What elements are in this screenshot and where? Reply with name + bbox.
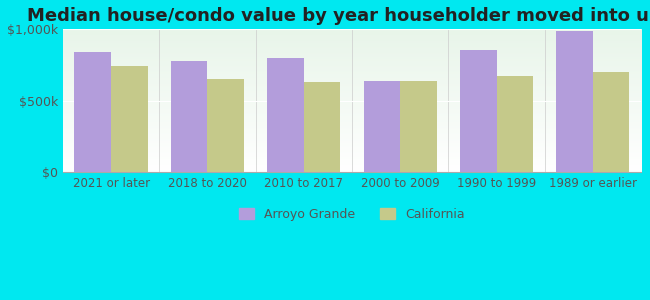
Bar	[400, 82, 437, 172]
Bar	[460, 50, 497, 172]
Bar	[111, 67, 148, 172]
Bar	[363, 81, 400, 172]
Bar	[556, 31, 593, 172]
Bar	[304, 82, 341, 172]
Bar	[593, 72, 629, 172]
Bar	[267, 58, 304, 172]
Bar	[171, 61, 207, 172]
Bar	[497, 76, 533, 172]
Title: Median house/condo value by year householder moved into unit: Median house/condo value by year househo…	[27, 7, 650, 25]
Bar	[207, 79, 244, 172]
Legend: Arroyo Grande, California: Arroyo Grande, California	[234, 203, 470, 226]
Bar	[75, 52, 111, 172]
